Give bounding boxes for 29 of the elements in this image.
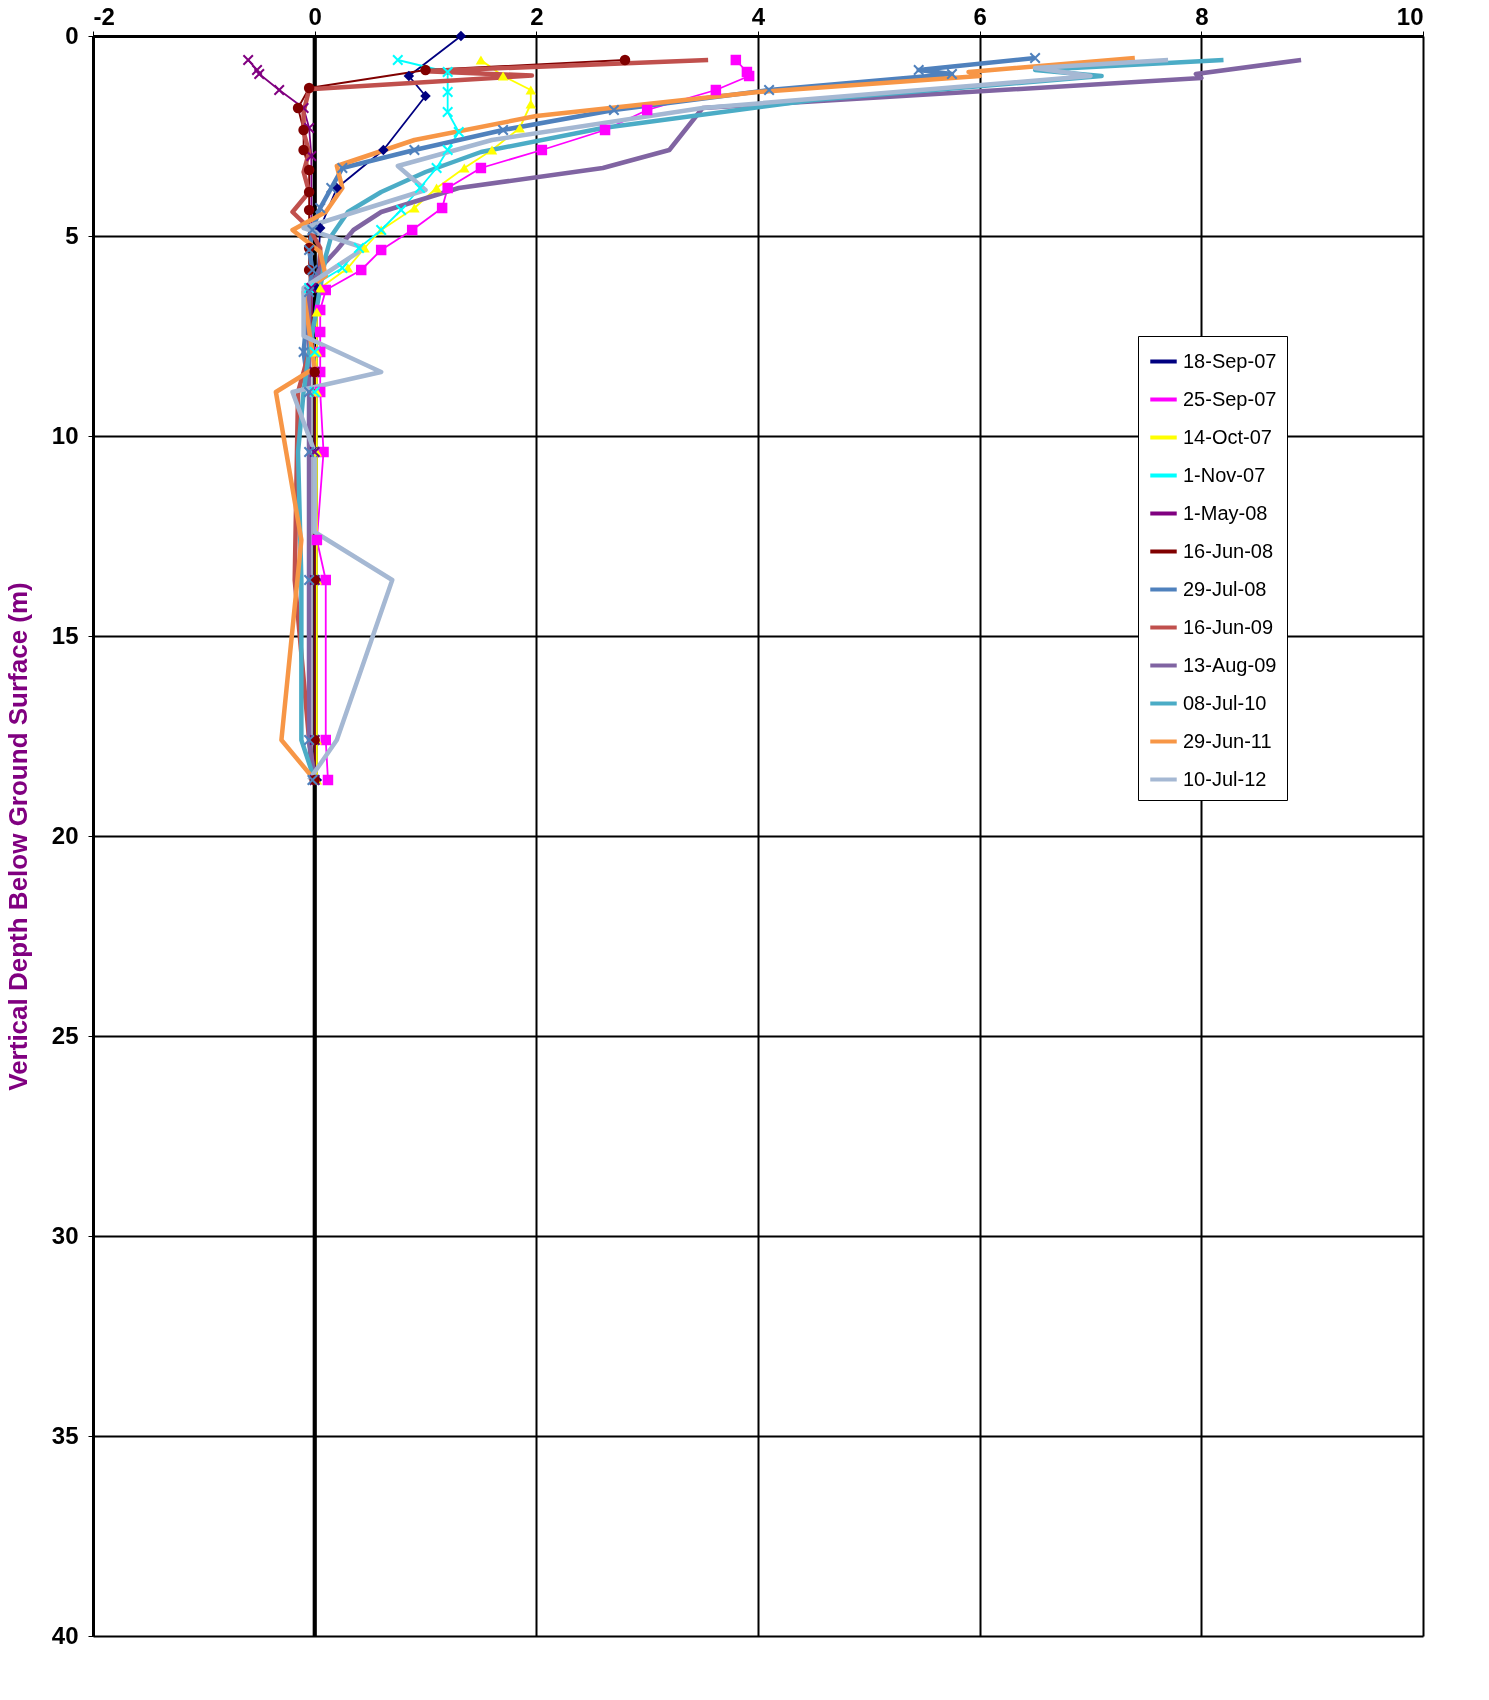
y-tick-label: 15 xyxy=(51,621,79,649)
y-axis-title: Vertical Depth Below Ground Surface (m) xyxy=(2,582,33,1091)
legend-label: 1-Nov-07 xyxy=(1183,463,1266,486)
legend-label: 25-Sep-07 xyxy=(1183,387,1277,410)
x-tick-label: 0 xyxy=(308,2,322,30)
legend-label: 14-Oct-07 xyxy=(1183,425,1272,448)
legend-label: 29-Jun-11 xyxy=(1183,729,1272,752)
y-tick-label: 10 xyxy=(51,421,79,449)
y-tick-label: 0 xyxy=(65,21,79,49)
x-tick-label: -2 xyxy=(93,2,115,30)
x-tick-label: 4 xyxy=(751,2,766,30)
legend-label: 10-Jul-12 xyxy=(1183,767,1267,790)
x-tick-label: 10 xyxy=(1396,2,1424,30)
legend-label: 13-Aug-09 xyxy=(1183,653,1277,676)
x-tick-label: 2 xyxy=(530,2,544,30)
y-tick-label: 35 xyxy=(51,1421,79,1449)
legend-label: 1-May-08 xyxy=(1183,501,1268,524)
y-tick-label: 25 xyxy=(51,1021,79,1049)
y-tick-label: 5 xyxy=(65,221,79,249)
legend-label: 08-Jul-10 xyxy=(1183,691,1267,714)
y-tick-label: 40 xyxy=(51,1621,79,1649)
legend-label: 16-Jun-08 xyxy=(1183,539,1274,562)
legend-label: 29-Jul-08 xyxy=(1183,577,1267,600)
legend-label: 18-Sep-07 xyxy=(1183,349,1277,372)
x-tick-label: 6 xyxy=(973,2,987,30)
y-tick-label: 30 xyxy=(51,1221,79,1249)
y-tick-label: 20 xyxy=(51,821,79,849)
legend-label: 16-Jun-09 xyxy=(1183,615,1274,638)
x-tick-label: 8 xyxy=(1195,2,1209,30)
